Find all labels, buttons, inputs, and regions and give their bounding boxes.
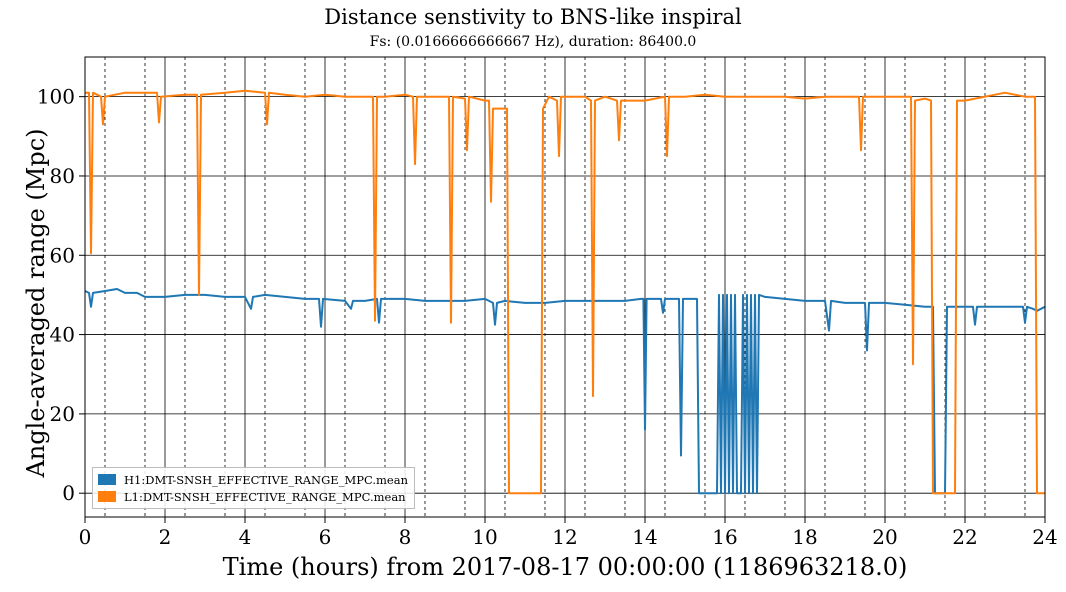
chart-title: Distance senstivity to BNS-like inspiral <box>324 5 742 29</box>
series-line-1 <box>85 89 1045 495</box>
x-tick-label: 6 <box>319 525 332 549</box>
chart-subtitle: Fs: (0.0166666666667 Hz), duration: 8640… <box>369 34 697 50</box>
y-tick-label: 40 <box>50 323 75 347</box>
y-tick-label: 60 <box>50 243 75 267</box>
x-tick-label: 4 <box>239 525 252 549</box>
x-tick-label: 14 <box>632 525 657 549</box>
x-tick-label: 0 <box>79 525 92 549</box>
y-axis-label: Angle-averaged range (Mpc) <box>22 128 50 478</box>
x-axis-label: Time (hours) from 2017-08-17 00:00:00 (1… <box>222 553 908 581</box>
x-tick-label: 22 <box>952 525 977 549</box>
series-line-0 <box>84 288 1046 495</box>
y-tick-label: 100 <box>37 85 75 109</box>
legend-label-h1: H1:DMT-SNSH_EFFECTIVE_RANGE_MPC.mean <box>124 472 408 487</box>
x-tick-label: 12 <box>552 525 577 549</box>
x-tick-label: 2 <box>159 525 172 549</box>
x-tick-label: 20 <box>872 525 897 549</box>
legend: H1:DMT-SNSH_EFFECTIVE_RANGE_MPC.mean L1:… <box>92 467 415 509</box>
x-tick-label: 24 <box>1032 525 1057 549</box>
legend-item-l1: L1:DMT-SNSH_EFFECTIVE_RANGE_MPC.mean <box>98 488 408 505</box>
legend-item-h1: H1:DMT-SNSH_EFFECTIVE_RANGE_MPC.mean <box>98 471 408 488</box>
legend-swatch-h1 <box>98 474 116 485</box>
legend-label-l1: L1:DMT-SNSH_EFFECTIVE_RANGE_MPC.mean <box>124 489 406 504</box>
x-tick-label: 10 <box>472 525 497 549</box>
x-tick-label: 8 <box>399 525 412 549</box>
x-tick-label: 16 <box>712 525 737 549</box>
legend-swatch-l1 <box>98 491 116 502</box>
y-tick-label: 80 <box>50 164 75 188</box>
y-tick-label: 20 <box>50 402 75 426</box>
x-tick-label: 18 <box>792 525 817 549</box>
y-tick-label: 0 <box>62 481 75 505</box>
